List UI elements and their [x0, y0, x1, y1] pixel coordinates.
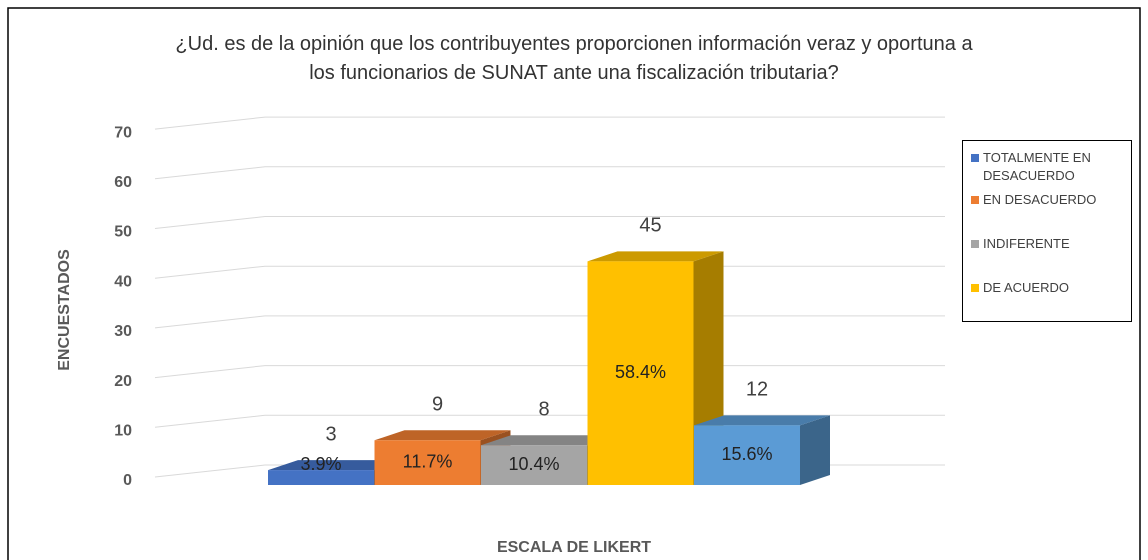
legend-label: EN DESACUERDO — [983, 192, 1097, 207]
value-label: 9 — [432, 394, 443, 416]
y-tick-label: 50 — [114, 224, 132, 241]
grid-line — [154, 116, 945, 130]
legend-label: TOTALMENTE EN DESACUERDO — [983, 150, 1091, 183]
value-label: 8 — [538, 399, 549, 421]
legend-swatch — [971, 240, 979, 248]
grid-line — [154, 216, 945, 229]
chart-title: ¿Ud. es de la opinión que los contribuye… — [175, 33, 973, 84]
grid-line — [154, 265, 945, 279]
y-axis-label: ENCUESTADOS — [56, 249, 73, 371]
percent-label: 58.4% — [615, 362, 666, 382]
frame — [7, 7, 1141, 560]
y-tick-label: 40 — [114, 273, 132, 290]
value-label: 3 — [325, 423, 336, 445]
bar — [481, 445, 587, 485]
value-label: 12 — [746, 379, 768, 401]
legend-item: INDIFERENTE — [971, 235, 1127, 253]
legend-item: DE ACUERDO — [971, 279, 1127, 297]
y-tick-label: 30 — [114, 323, 132, 340]
bar — [694, 425, 800, 485]
value-label: 45 — [639, 215, 661, 237]
percent-label: 15.6% — [721, 444, 772, 464]
grid-line — [154, 365, 945, 379]
bar-top — [587, 251, 724, 262]
legend-swatch — [971, 154, 979, 162]
percent-label: 3.9% — [300, 454, 341, 474]
grid-line — [154, 315, 945, 329]
legend-item: EN DESACUERDO — [971, 191, 1127, 209]
bar — [268, 470, 374, 485]
y-tick-label: 60 — [114, 174, 132, 191]
bar — [374, 440, 481, 485]
bar-top — [374, 430, 511, 441]
bar-side — [800, 415, 830, 485]
legend: TOTALMENTE EN DESACUERDO EN DESACUERDO IND… — [962, 140, 1132, 322]
bar-top — [694, 415, 830, 426]
percent-label: 10.4% — [508, 454, 559, 474]
percent-label: 11.7% — [403, 451, 453, 471]
legend-label: DE ACUERDO — [983, 280, 1069, 295]
grid-line — [154, 166, 945, 180]
y-tick-label: 0 — [123, 472, 132, 489]
legend-item: TOTALMENTE EN DESACUERDO — [971, 149, 1127, 185]
legend-swatch — [971, 284, 979, 292]
bar — [587, 261, 694, 485]
bar-top — [481, 435, 617, 446]
x-axis-label: ESCALA DE LIKERT — [497, 539, 651, 556]
legend-swatch — [971, 196, 979, 204]
y-tick-label: 10 — [114, 423, 132, 440]
legend-label: INDIFERENTE — [983, 236, 1070, 251]
y-tick-label: 70 — [114, 124, 132, 141]
bar-top — [268, 460, 404, 471]
y-tick-label: 20 — [114, 373, 132, 390]
